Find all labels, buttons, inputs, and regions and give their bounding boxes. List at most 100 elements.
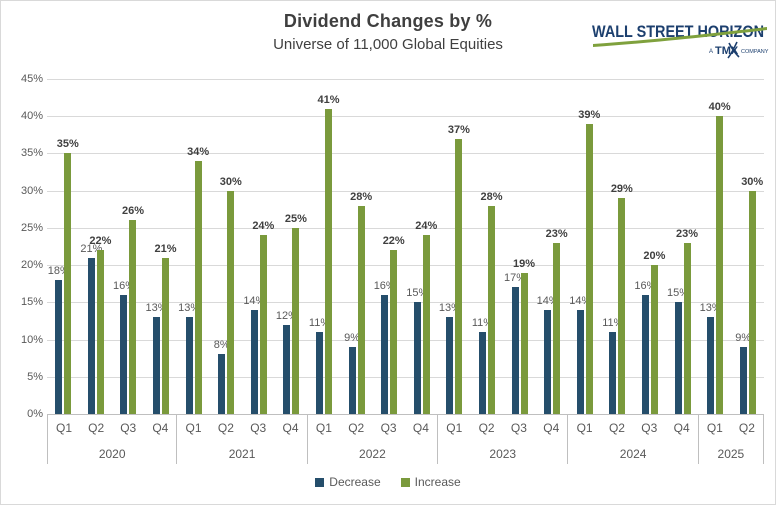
bar-increase (683, 242, 691, 414)
year-label: 2020 (98, 447, 126, 461)
bar-value-label-increase: 20% (643, 250, 666, 263)
bar-increase (64, 153, 72, 414)
bar-increase (96, 250, 104, 414)
gridline (47, 153, 764, 155)
quarter-label: Q1 (576, 421, 593, 435)
bar-increase (748, 190, 756, 414)
plot-area: 0% 5% 10% 15% 20% 25% 30% 35% 40% 45% 18% 35% 21% 22%… (21, 73, 764, 420)
bar-increase (585, 123, 593, 414)
bar-value-label-increase: 41% (317, 93, 340, 106)
bar-value-label-decrease: 11% (602, 317, 624, 330)
gridline (47, 79, 764, 80)
quarter-label: Q3 (510, 421, 527, 435)
quarter-label: Q4 (282, 421, 299, 435)
bar-value-label-decrease: 9% (735, 332, 752, 344)
bar-increase (716, 116, 724, 414)
year-label: 2022 (359, 447, 386, 461)
quarter-label-row: Q1 Q2 Q3 Q4 (308, 415, 437, 441)
bar-value-label-increase: 37% (447, 123, 470, 136)
bar-increase (129, 220, 137, 414)
bar-decrease (739, 347, 747, 414)
bar-value-label-increase: 19% (513, 257, 536, 270)
legend-label: Increase (414, 475, 461, 489)
bar-decrease (55, 280, 63, 414)
y-tick-label: 25% (20, 221, 43, 234)
bar-increase (259, 235, 267, 414)
bar-increase (227, 190, 235, 414)
bar-decrease (641, 294, 649, 414)
logo-tagline-suffix: COMPANY (741, 49, 769, 55)
gridline (47, 302, 764, 304)
bar-value-label-increase: 26% (121, 205, 144, 218)
bar-value-label-increase: 28% (350, 190, 373, 203)
bar-decrease (381, 294, 389, 414)
quarter-label: Q1 (315, 421, 332, 435)
y-tick-label: 30% (20, 184, 43, 197)
year-label: 2025 (717, 447, 745, 461)
bar-increase (650, 265, 658, 414)
y-tick-label: 0% (27, 408, 43, 420)
bar-increase (618, 198, 626, 414)
year-group-2023: Q1 Q2 Q3 Q4 2023 (438, 415, 569, 464)
bar-value-label-increase: 22% (382, 235, 405, 248)
bar-decrease (348, 347, 356, 414)
bar-decrease (316, 332, 324, 414)
y-tick-label: 5% (27, 370, 43, 383)
quarter-label: Q1 (185, 421, 202, 435)
bar-value-label-increase: 40% (708, 101, 731, 114)
y-tick-label: 35% (20, 147, 43, 160)
quarter-label-row: Q1 Q2 Q3 Q4 (48, 415, 176, 441)
year-group-2020: Q1 Q2 Q3 Q4 2020 (47, 415, 178, 464)
quarter-label: Q3 (120, 421, 137, 435)
quarter-label-row: Q1 Q2 Q3 Q4 (568, 415, 697, 441)
bar-decrease (87, 257, 95, 414)
logo-tagline-tmx: TMX (715, 45, 739, 57)
bar-decrease (446, 317, 454, 414)
bar-decrease (511, 287, 519, 414)
bar-decrease (478, 332, 486, 414)
quarter-label: Q1 (56, 421, 73, 435)
bar-value-label-increase: 22% (89, 235, 112, 248)
bar-decrease (218, 354, 226, 414)
y-tick-label: 45% (20, 73, 43, 85)
year-group-2022: Q1 Q2 Q3 Q4 2022 (308, 415, 439, 464)
logo-brand-text: WALL STREET HORIZON (592, 22, 764, 41)
bar-value-label-increase: 34% (187, 145, 210, 158)
bar-value-label-increase: 30% (219, 175, 242, 188)
gridline (47, 227, 764, 229)
bar-decrease (576, 309, 584, 414)
bar-decrease (674, 302, 682, 414)
chart-legend: Decrease Increase (1, 475, 775, 489)
bar-increase (357, 205, 365, 414)
quarter-label: Q4 (673, 421, 690, 435)
bar-value-label-decrease: 11% (471, 317, 494, 330)
logo-graphic: WALL STREET HORIZON A TMX COMPANY (592, 22, 769, 59)
bar-increase (194, 160, 202, 414)
quarter-label: Q2 (348, 421, 365, 435)
bar-value-label-increase: 23% (545, 227, 568, 240)
bar-decrease (544, 309, 552, 414)
quarter-label: Q2 (608, 421, 625, 435)
gridline (47, 339, 764, 341)
quarter-label: Q4 (152, 421, 169, 435)
chart-subtitle: Universe of 11,000 Global Equities (273, 36, 503, 53)
bar-value-label-increase: 25% (284, 212, 307, 225)
bar-increase (520, 272, 528, 414)
bar-value-label-increase: 29% (610, 183, 633, 196)
year-group-2024: Q1 Q2 Q3 Q4 2024 (568, 415, 699, 464)
bar-decrease (185, 317, 193, 414)
y-tick-label: 40% (20, 110, 43, 123)
bar-decrease (153, 317, 161, 414)
quarter-label: Q3 (380, 421, 397, 435)
legend-swatch-increase (400, 477, 410, 487)
quarter-label: Q2 (88, 421, 105, 435)
bar-value-label-decrease: 11% (308, 317, 331, 330)
bar-value-label-increase: 21% (154, 242, 177, 255)
bar-increase (422, 235, 430, 414)
logo-swoosh (593, 27, 767, 47)
wall-street-horizon-logo: WALL STREET HORIZON A TMX COMPANY (591, 11, 769, 61)
y-tick-label: 15% (20, 296, 43, 309)
logo-tagline-prefix: A (709, 49, 713, 55)
bar-increase (292, 227, 300, 414)
